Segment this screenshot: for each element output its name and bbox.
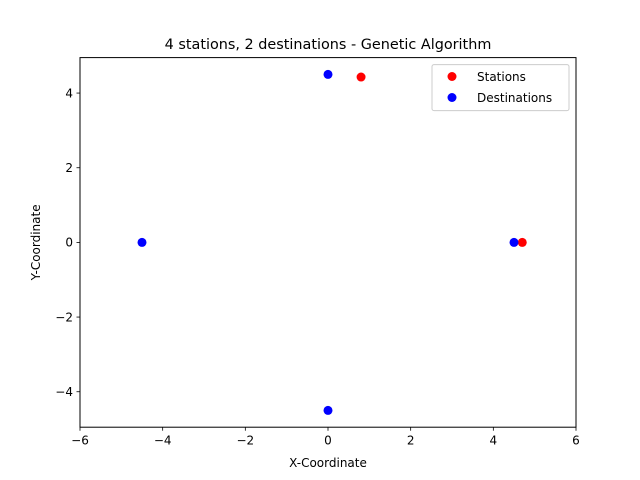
point-destinations (323, 405, 333, 415)
x-tick-label: 6 (572, 434, 580, 448)
x-tick-label: 2 (407, 434, 415, 448)
x-tick-label: 0 (324, 434, 332, 448)
y-axis-label: Y-Coordinate (29, 204, 43, 281)
y-tick-label: 4 (65, 86, 73, 100)
legend-marker-stations (447, 72, 457, 81)
legend-label-destinations: Destinations (477, 91, 552, 105)
legend-frame (431, 64, 570, 112)
x-tick-label: 4 (490, 434, 498, 448)
y-tick-label: 2 (65, 161, 73, 175)
x-tick-label: −6 (71, 434, 89, 448)
legend-marker-destinations (447, 93, 457, 102)
point-stations (517, 237, 527, 247)
point-stations (356, 72, 366, 82)
y-tick-label: −4 (55, 385, 73, 399)
x-axis-label: X-Coordinate (289, 456, 367, 470)
legend: Stations Destinations (431, 64, 570, 112)
y-tick-label: −2 (55, 310, 73, 324)
point-destinations (137, 237, 147, 247)
point-destinations (323, 69, 333, 79)
plot-frame (79, 57, 577, 428)
x-tick-label: −4 (154, 434, 172, 448)
y-tick-label: 0 (65, 236, 73, 250)
point-destinations (509, 237, 519, 247)
y-axis-ticks: −4 −2 0 2 4 (55, 86, 80, 399)
legend-label-stations: Stations (477, 70, 526, 84)
plot-area (80, 57, 576, 428)
x-axis-ticks: −6 −4 −2 0 2 4 6 (71, 427, 580, 448)
chart-title: 4 stations, 2 destinations - Genetic Alg… (165, 37, 492, 53)
x-tick-label: −2 (236, 434, 254, 448)
data-points (137, 69, 527, 415)
